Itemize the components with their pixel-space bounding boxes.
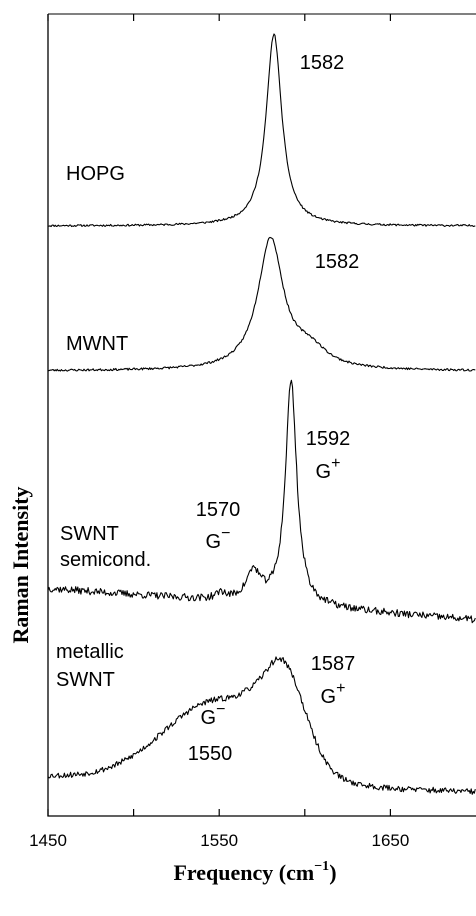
plot-frame xyxy=(47,13,476,817)
annotation-swnt-g-minus: G− xyxy=(206,525,231,553)
spectrum-4 xyxy=(47,656,476,795)
annotation-text: G xyxy=(206,531,222,553)
x-axis-label-main: Frequency (cm xyxy=(173,860,314,885)
annotation-text: 1570 xyxy=(196,499,241,521)
annotation-text: 1582 xyxy=(300,52,345,74)
axes-frame xyxy=(47,14,476,817)
annotation-hopg-peak: 1582 xyxy=(300,52,345,74)
x-axis-label-sup: −1 xyxy=(314,859,329,874)
annotation-text: G xyxy=(316,461,332,483)
annotation-text: 1592 xyxy=(306,428,351,450)
annotation-sup: − xyxy=(216,701,225,718)
annotation-mwnt-label: MWNT xyxy=(66,333,128,355)
spectrum-3 xyxy=(47,379,476,624)
y-axis-label: Raman Intensity xyxy=(8,486,33,643)
annotation-hopg-label: HOPG xyxy=(66,163,125,185)
annotation-swnt-label-2: semicond. xyxy=(60,549,151,571)
annotation-met-peak-1587: 1587 xyxy=(311,653,356,675)
annotation-text: MWNT xyxy=(66,333,128,355)
annotation-text: G xyxy=(201,707,217,729)
annotation-text: semicond. xyxy=(60,549,151,571)
x-axis-label: Frequency (cm−1) xyxy=(173,859,336,885)
x-tick-label: 1450 xyxy=(29,831,67,850)
annotation-met-peak-1550: 1550 xyxy=(188,743,233,765)
annotation-text: SWNT xyxy=(56,669,115,691)
x-tick-label: 1650 xyxy=(371,831,409,850)
annotation-text: 1582 xyxy=(315,251,360,273)
x-tick-label: 1550 xyxy=(200,831,238,850)
annotation-met-g-minus: G− xyxy=(201,701,226,729)
annotation-swnt-peak-1570: 1570 xyxy=(196,499,241,521)
spectrum-1 xyxy=(47,33,476,228)
annotation-text: 1550 xyxy=(188,743,233,765)
annotation-swnt-label-1: SWNT xyxy=(60,523,119,545)
annotation-swnt-peak-1592: 1592 xyxy=(306,428,351,450)
annotation-sup: − xyxy=(221,525,230,542)
annotation-mwnt-peak: 1582 xyxy=(315,251,360,273)
annotation-met-label-1: metallic xyxy=(56,641,124,663)
annotation-met-label-2: SWNT xyxy=(56,669,115,691)
spectra-lines xyxy=(47,33,476,795)
x-axis-ticks: 1450 1550 1650 xyxy=(29,14,409,850)
annotation-text: SWNT xyxy=(60,523,119,545)
annotation-text: G xyxy=(321,686,337,708)
x-axis-label-end: ) xyxy=(329,860,336,885)
annotations: HOPG1582MWNT1582SWNTsemicond.1570G−1592G… xyxy=(56,52,359,765)
annotation-text: metallic xyxy=(56,641,124,663)
annotation-sup: + xyxy=(336,680,345,697)
spectrum-2 xyxy=(47,236,476,372)
annotation-text: HOPG xyxy=(66,163,125,185)
annotation-sup: + xyxy=(331,455,340,472)
annotation-met-g-plus: G+ xyxy=(321,680,346,708)
annotation-swnt-g-plus: G+ xyxy=(316,455,341,483)
annotation-text: 1587 xyxy=(311,653,356,675)
